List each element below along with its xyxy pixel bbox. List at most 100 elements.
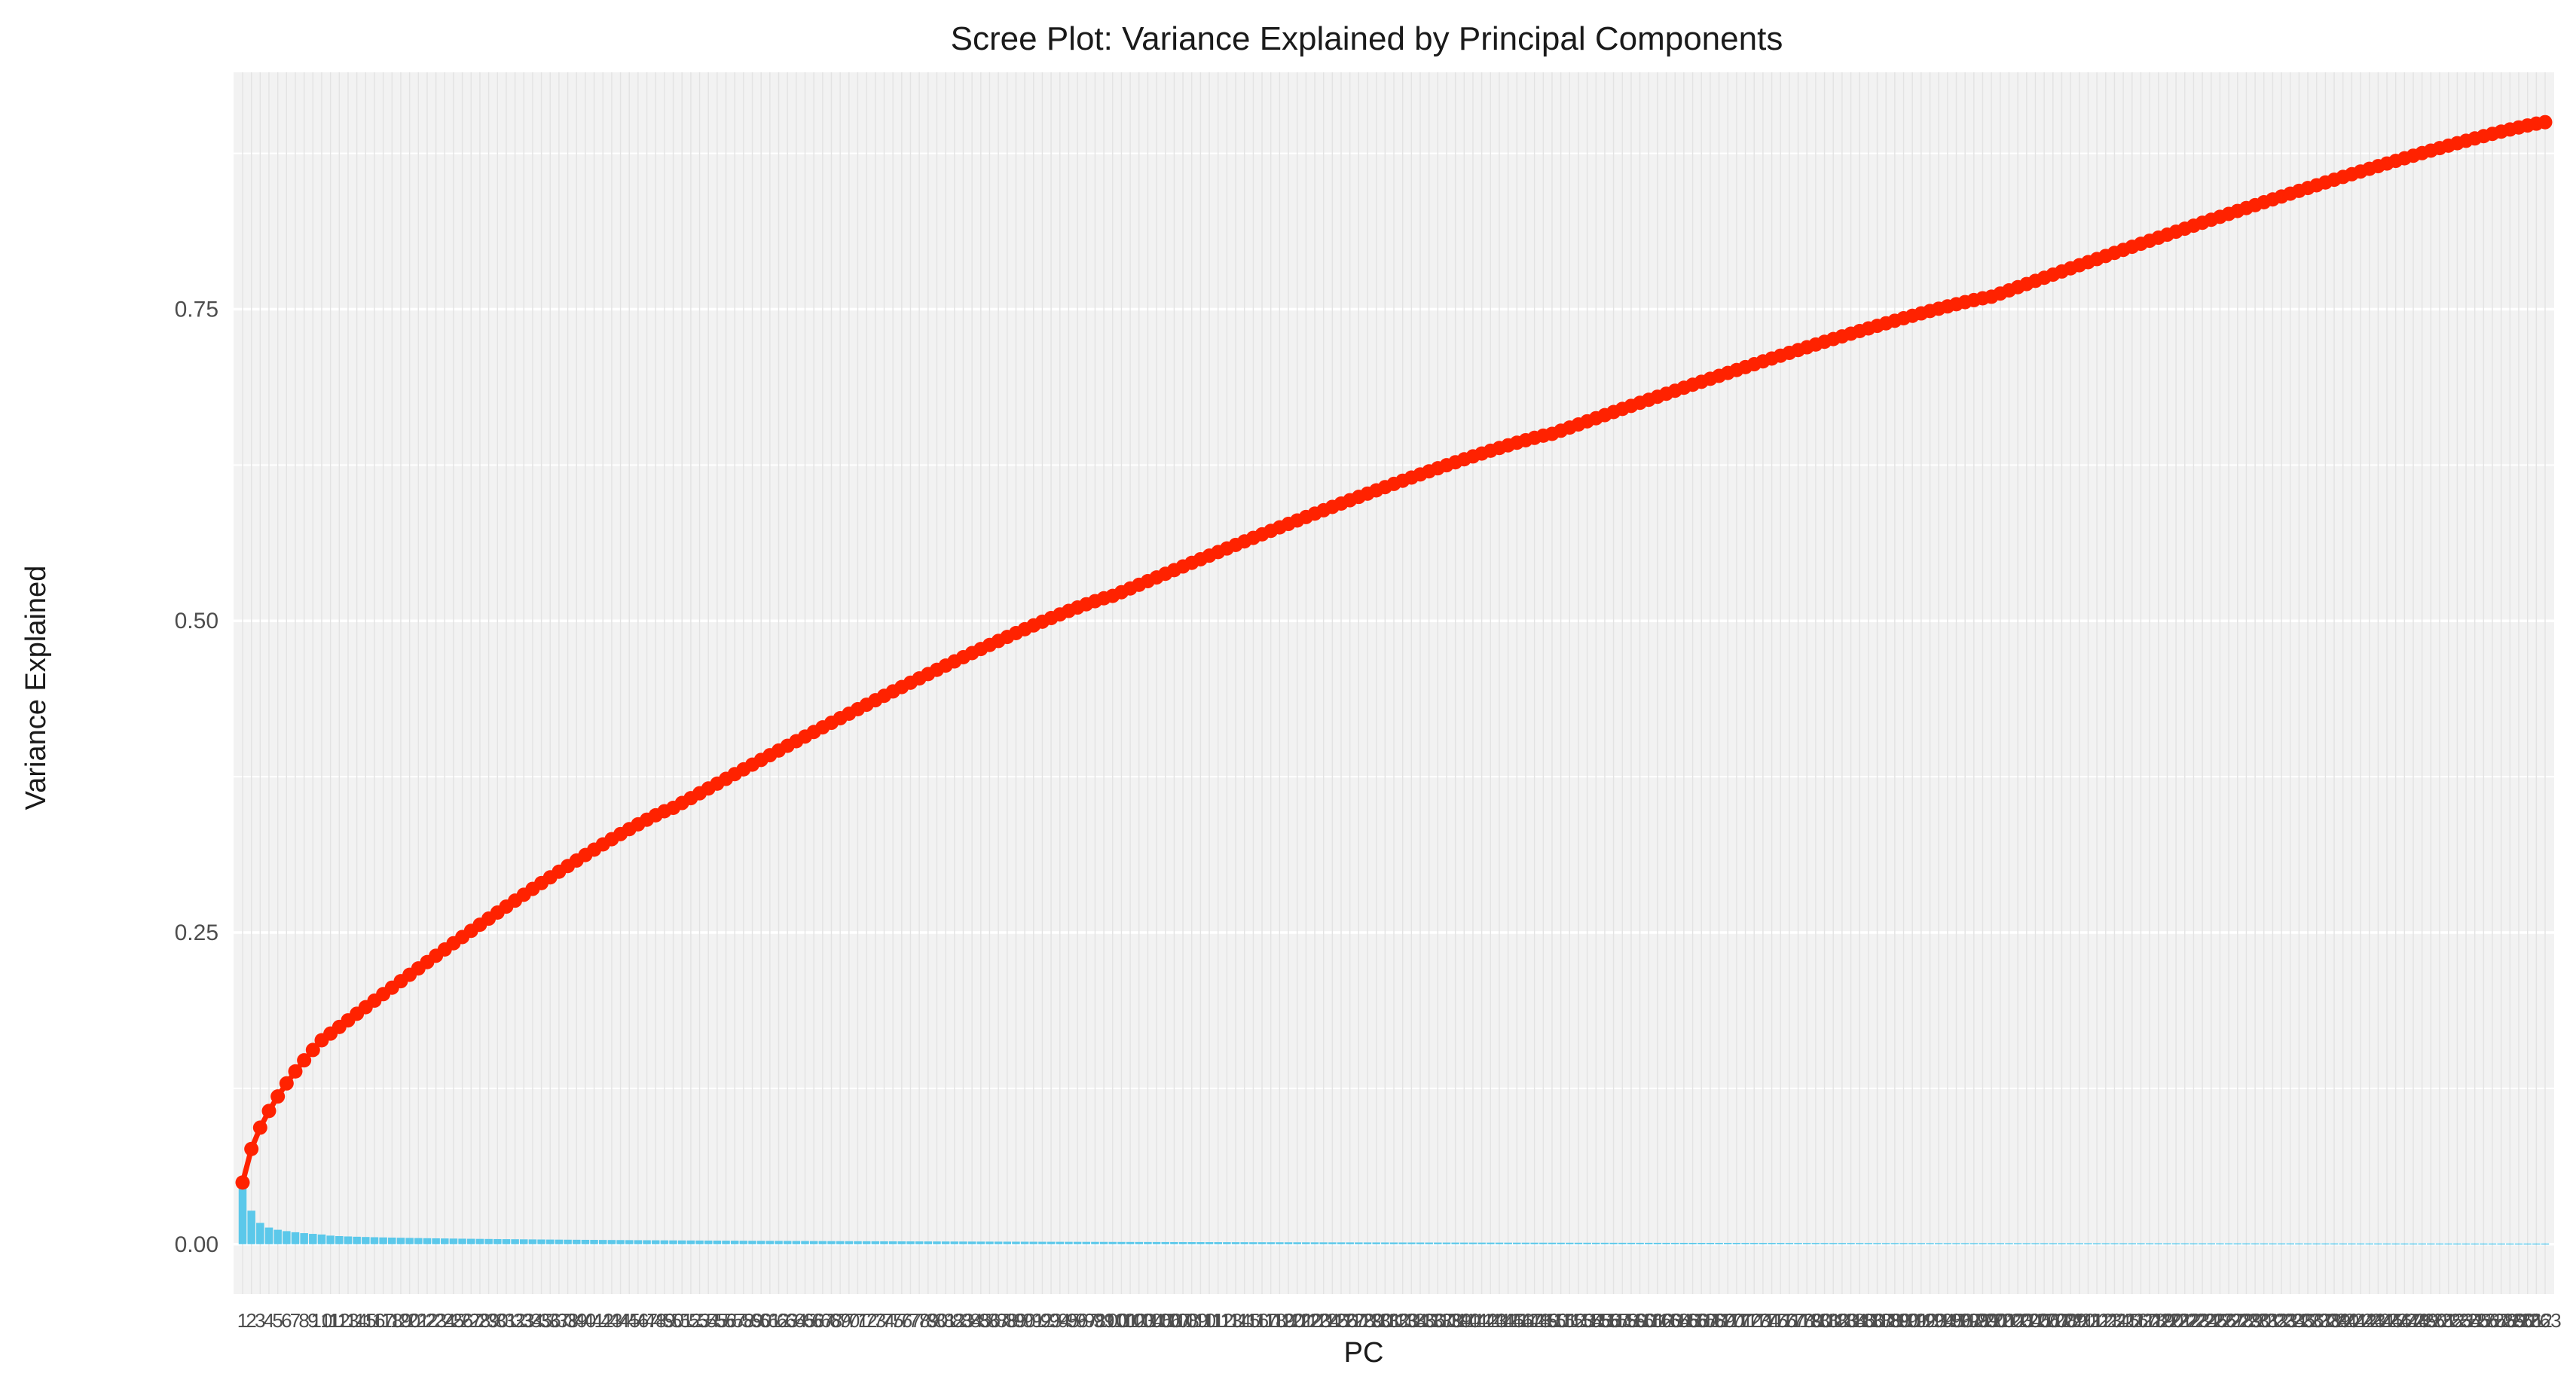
x-tick-label: 226 — [2204, 1309, 2236, 1332]
x-tick-label: 60 — [750, 1309, 772, 1332]
variance-bar — [1293, 1242, 1301, 1244]
x-tick-label: 25 — [442, 1309, 464, 1332]
x-tick-label: 71 — [847, 1309, 869, 1332]
x-tick-label: 250 — [2415, 1309, 2447, 1332]
variance-bar — [1144, 1241, 1152, 1244]
variance-bar — [2374, 1243, 2382, 1245]
x-tick-label: 53 — [689, 1309, 710, 1332]
x-tick-label: 21 — [408, 1309, 429, 1332]
variance-bar — [1794, 1243, 1802, 1244]
x-tick-label: 82 — [943, 1309, 965, 1332]
variance-bar — [1609, 1242, 1618, 1244]
x-tick-label: 196 — [1940, 1309, 1972, 1332]
variance-bar — [238, 1182, 247, 1244]
x-tick-label: 222 — [2168, 1309, 2201, 1332]
variance-bar — [1319, 1242, 1328, 1244]
x-tick-label: 2 — [246, 1309, 256, 1332]
variance-bar — [625, 1240, 634, 1244]
variance-bar — [1934, 1243, 1943, 1244]
variance-bar — [564, 1239, 572, 1244]
variance-bar — [344, 1236, 353, 1244]
variance-bar — [1706, 1243, 1715, 1244]
x-tick-label: 200 — [1975, 1309, 2007, 1332]
x-tick-label: 166 — [1676, 1309, 1709, 1332]
variance-bar — [1697, 1243, 1706, 1244]
x-tick-label: 95 — [1058, 1309, 1080, 1332]
variance-bar — [1847, 1243, 1855, 1244]
variance-bar — [1152, 1241, 1161, 1244]
variance-bar — [1416, 1242, 1425, 1244]
variance-bar — [2348, 1243, 2356, 1245]
variance-bar — [309, 1234, 317, 1244]
x-tick-label: 18 — [381, 1309, 403, 1332]
x-tick-label: 1 — [237, 1309, 248, 1332]
variance-bar — [1636, 1242, 1644, 1244]
variance-bar — [511, 1239, 519, 1244]
x-tick-label: 207 — [2037, 1309, 2069, 1332]
variance-bar — [2303, 1243, 2312, 1245]
x-tick-label: 81 — [935, 1309, 957, 1332]
x-tick-label: 168 — [1694, 1309, 1726, 1332]
variance-bar — [854, 1241, 862, 1244]
chart-title: Scree Plot: Variance Explained by Princi… — [951, 20, 1783, 57]
x-tick-label: 172 — [1729, 1309, 1762, 1332]
x-tick-label: 175 — [1756, 1309, 1788, 1332]
variance-bar — [2260, 1243, 2268, 1245]
variance-bar — [370, 1237, 379, 1244]
x-tick-label: 5 — [272, 1309, 283, 1332]
x-axis-label: PC — [1344, 1337, 1384, 1369]
variance-bar — [1811, 1243, 1820, 1244]
x-tick-label: 122 — [1290, 1309, 1322, 1332]
x-tick-label: 77 — [900, 1309, 921, 1332]
variance-bar — [1267, 1242, 1275, 1244]
x-tick-label: 143 — [1474, 1309, 1507, 1332]
variance-bar — [756, 1241, 765, 1244]
variance-bar — [660, 1240, 669, 1244]
variance-bar — [291, 1232, 300, 1244]
variance-bar — [2339, 1243, 2347, 1245]
variance-bar — [1592, 1242, 1600, 1244]
variance-bar — [1065, 1241, 1073, 1244]
cumulative-point — [235, 1175, 250, 1190]
variance-bar — [1855, 1243, 1864, 1244]
x-tick-label: 210 — [2063, 1309, 2095, 1332]
variance-bar — [1363, 1242, 1372, 1244]
variance-bar — [2013, 1243, 2022, 1244]
x-tick-label: 123 — [1298, 1309, 1331, 1332]
x-tick-label: 160 — [1624, 1309, 1656, 1332]
variance-bar — [1038, 1241, 1047, 1244]
variance-bar — [1161, 1241, 1169, 1244]
x-tick-label: 105 — [1140, 1309, 1172, 1332]
variance-bar — [2461, 1243, 2471, 1245]
x-tick-label: 186 — [1852, 1309, 1884, 1332]
variance-bar — [1495, 1242, 1504, 1244]
x-tick-label: 152 — [1554, 1309, 1586, 1332]
x-tick-label: 4 — [264, 1309, 274, 1332]
x-tick-label: 163 — [1650, 1309, 1682, 1332]
x-tick-label: 159 — [1615, 1309, 1647, 1332]
x-tick-label: 43 — [600, 1309, 622, 1332]
variance-bar — [827, 1241, 836, 1244]
x-tick-label: 76 — [891, 1309, 912, 1332]
variance-bar — [1117, 1241, 1126, 1244]
x-tick-label: 236 — [2291, 1309, 2324, 1332]
x-tick-label: 97 — [1075, 1309, 1097, 1332]
variance-bar — [1170, 1241, 1178, 1244]
variance-bar — [1108, 1241, 1117, 1244]
variance-bar — [695, 1240, 704, 1244]
variance-bar — [888, 1241, 897, 1244]
variance-bar — [1679, 1242, 1688, 1244]
variance-bar — [1600, 1242, 1609, 1244]
variance-bar — [1257, 1242, 1267, 1244]
x-tick-label: 251 — [2423, 1309, 2455, 1332]
x-tick-label: 185 — [1844, 1309, 1876, 1332]
x-tick-label: 258 — [2485, 1309, 2517, 1332]
x-tick-label: 65 — [794, 1309, 816, 1332]
variance-bar — [1530, 1242, 1539, 1244]
x-tick-label: 253 — [2441, 1309, 2474, 1332]
y-tick-label: 0.75 — [175, 297, 218, 322]
y-tick-label: 0.25 — [175, 920, 218, 945]
variance-bar — [713, 1241, 722, 1244]
variance-bar — [722, 1241, 730, 1244]
x-tick-label: 257 — [2476, 1309, 2508, 1332]
